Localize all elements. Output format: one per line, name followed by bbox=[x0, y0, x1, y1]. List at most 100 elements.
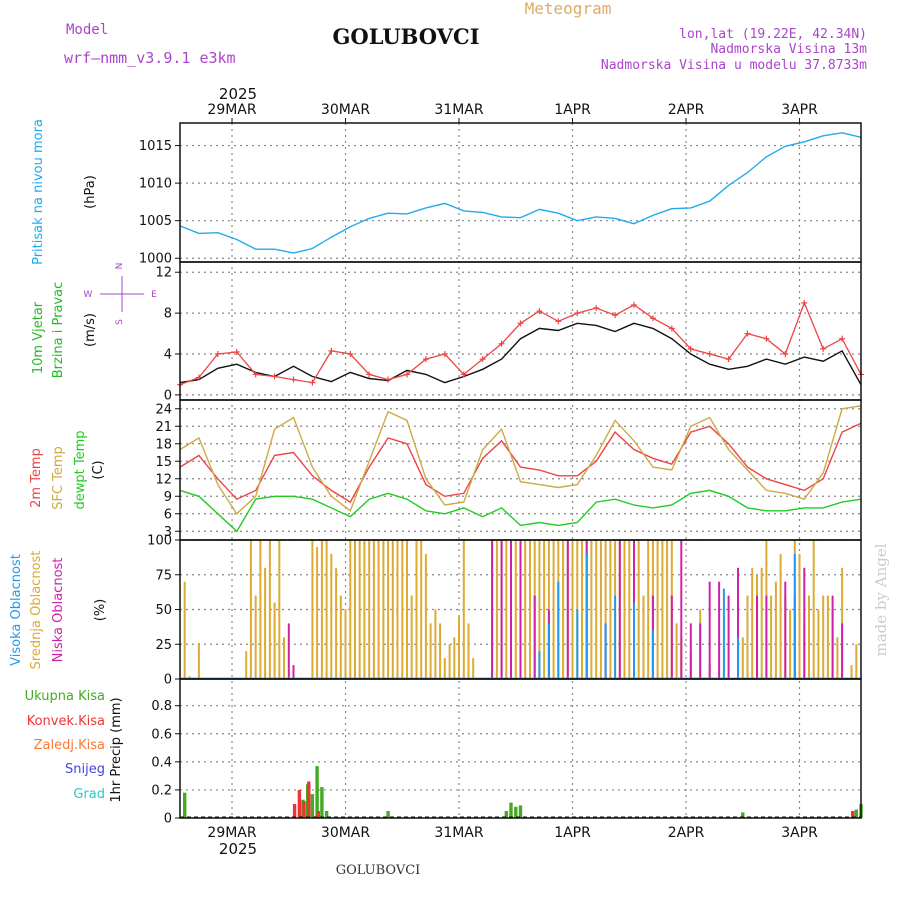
temp-ylabel3: dewpt Temp bbox=[73, 430, 88, 509]
precip-total-bar bbox=[514, 806, 518, 818]
footer-station: GOLUBOVCI bbox=[336, 863, 421, 878]
time-tick-label-bottom: 31MAR bbox=[434, 825, 483, 841]
wind-gust-marker bbox=[574, 310, 581, 317]
cloud-mid-bar bbox=[429, 623, 432, 679]
compass-e: E bbox=[151, 290, 157, 300]
cloud-high-bar bbox=[585, 553, 588, 679]
cloud-mid-bar bbox=[529, 540, 531, 679]
precip-conv-bar bbox=[316, 811, 320, 818]
cloud-mid-bar bbox=[283, 637, 285, 679]
cloud-low-bar bbox=[500, 540, 503, 679]
wind-ytick-label: 12 bbox=[155, 266, 172, 281]
cloud-mid-bar bbox=[372, 540, 375, 679]
cloud-high-bar bbox=[614, 595, 617, 679]
cloud-mid-bar bbox=[349, 540, 352, 679]
pressure-ylabel: Pritisak na nivou mora bbox=[31, 119, 46, 265]
cloud-mid-bar bbox=[335, 567, 338, 679]
cloud-low-bar bbox=[491, 540, 494, 679]
cloud-high-bar bbox=[722, 588, 725, 679]
cloud-mid-bar bbox=[850, 665, 853, 679]
cloud-mid-bar bbox=[259, 540, 262, 679]
cloud-mid-bar bbox=[538, 540, 541, 679]
wind-gust-marker bbox=[687, 345, 694, 352]
year-label-top: 2025 bbox=[219, 85, 257, 103]
legend-snow: Snijeg bbox=[65, 762, 105, 777]
cloud-ylabel: Visoka Oblacnost bbox=[9, 554, 24, 666]
cloud-mid-bar bbox=[363, 540, 366, 679]
cloud-mid-bar bbox=[396, 540, 399, 679]
cloud-mid-bar bbox=[278, 540, 281, 679]
meteogram-title: Meteogram bbox=[525, 0, 612, 18]
cloud-mid-bar bbox=[458, 616, 460, 679]
cloud-mid-bar bbox=[495, 540, 498, 679]
cloud-mid-bar bbox=[855, 644, 858, 680]
cloud-mid-bar bbox=[637, 540, 640, 679]
cloud-mid-bar bbox=[344, 609, 347, 679]
precip-total-bar bbox=[518, 805, 523, 818]
cloud-mid-bar bbox=[316, 547, 319, 679]
cloud-mid-bar bbox=[320, 540, 323, 679]
precip-total-bar bbox=[324, 811, 329, 818]
cloud-mid-bar bbox=[401, 540, 404, 679]
cloud-mid-bar bbox=[675, 623, 678, 679]
cloud-mid-bar bbox=[543, 540, 546, 679]
precip-conv-bar bbox=[292, 804, 297, 818]
cloud-mid-bar bbox=[599, 540, 602, 679]
cloud-mid-bar bbox=[245, 651, 248, 679]
cloud-mid-bar bbox=[339, 595, 342, 679]
wind-gust-marker bbox=[460, 371, 467, 378]
cloud-mid-bar bbox=[330, 553, 333, 679]
legend-hail: Grad bbox=[73, 787, 105, 802]
wind-gust-marker bbox=[441, 351, 448, 357]
cloud-low-bar bbox=[803, 567, 806, 679]
cloud-low-bar bbox=[831, 595, 834, 679]
cloud-low-bar bbox=[765, 595, 768, 679]
cloud-high-bar bbox=[557, 581, 560, 679]
precip-conv-bar bbox=[297, 789, 302, 818]
wind-gust-marker bbox=[366, 371, 373, 378]
temp-ylabel: 2m Temp bbox=[29, 448, 44, 508]
time-tick-label-top: 2APR bbox=[668, 102, 705, 118]
clouds-ytick-label: 50 bbox=[155, 603, 172, 618]
temperature-frame bbox=[179, 399, 862, 541]
wind-gust-marker bbox=[706, 351, 713, 357]
cloud-mid-bar bbox=[188, 676, 191, 679]
pressure-unit: (hPa) bbox=[83, 175, 98, 209]
cloud-mid-bar bbox=[623, 540, 626, 679]
cloud-mid-bar bbox=[770, 595, 773, 679]
cloud-mid-bar bbox=[647, 540, 650, 679]
clouds-ytick-label: 25 bbox=[155, 638, 172, 653]
station-title: GOLUBOVCI bbox=[332, 24, 479, 49]
time-tick-label-top: 3APR bbox=[781, 102, 818, 118]
cloud-low-bar bbox=[287, 623, 290, 679]
data-layer bbox=[177, 132, 864, 818]
cloud-mid-bar bbox=[812, 540, 815, 679]
cloud-low-bar bbox=[708, 581, 711, 679]
cloud-mid-bar bbox=[628, 540, 631, 679]
cloud-low-bar bbox=[689, 623, 692, 679]
wind-gust-marker bbox=[555, 318, 562, 325]
legend-conv-rain: Konvek.Kisa bbox=[27, 714, 105, 729]
cloud-low-bar bbox=[784, 581, 787, 679]
cloud-mid-bar bbox=[609, 540, 612, 679]
cloud-low-bar bbox=[756, 595, 758, 679]
watermark: made by Angel bbox=[872, 543, 890, 656]
cloud-low-bar bbox=[533, 595, 536, 679]
cloud-high-bar bbox=[547, 623, 550, 679]
cloud-mid-bar bbox=[505, 540, 508, 679]
cloud-mid-bar bbox=[571, 540, 574, 679]
wind-gust-marker bbox=[820, 345, 827, 352]
temperature-ytick-label: 21 bbox=[155, 420, 172, 435]
wind-ylabel2: Brzina i Pravac bbox=[51, 282, 66, 379]
wind-gust-marker bbox=[744, 330, 751, 337]
wind-gust-marker bbox=[839, 335, 846, 342]
2m-temp-line bbox=[179, 422, 862, 504]
wind-unit: (m/s) bbox=[83, 313, 98, 347]
cloud-mid-bar bbox=[467, 623, 470, 679]
wind-gust-marker bbox=[214, 351, 221, 357]
cloud-mid-bar bbox=[514, 540, 517, 679]
precip-ytick-label: 0 bbox=[164, 812, 172, 827]
cloud-ylabel2: Srednja Oblacnost bbox=[29, 551, 44, 670]
clouds-ytick-label: 100 bbox=[147, 534, 172, 549]
wind-gust-marker bbox=[498, 340, 505, 347]
